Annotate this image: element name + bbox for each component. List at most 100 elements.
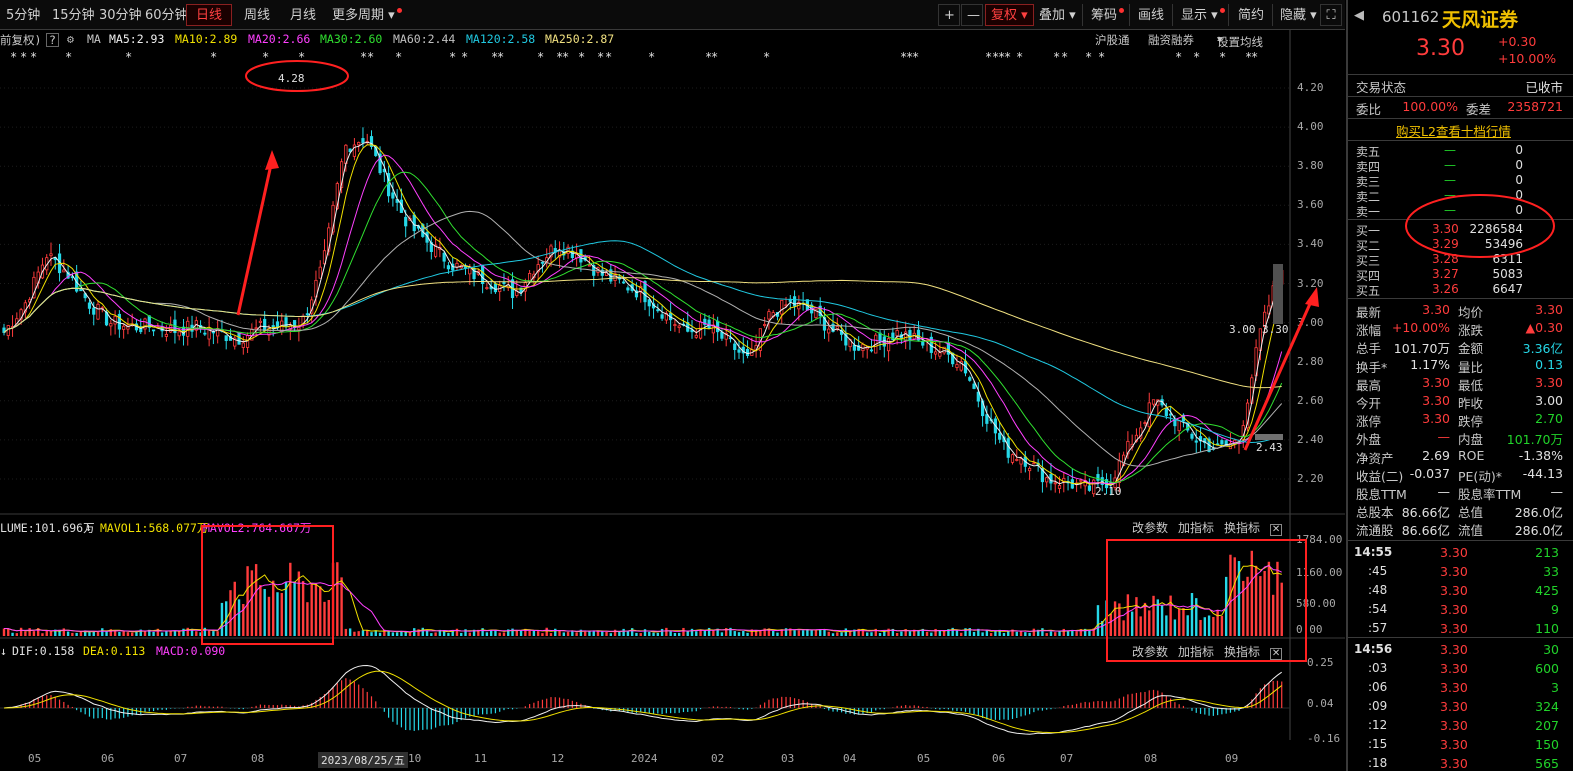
candle-body xyxy=(1134,434,1139,442)
stat-value: 3.30 xyxy=(1422,393,1450,408)
volume-bar xyxy=(1092,628,1095,636)
volume-bar xyxy=(1083,628,1087,636)
tick-price: 3.30 xyxy=(1440,583,1468,598)
macd-add-indicator-button[interactable]: 加指标 xyxy=(1178,645,1215,659)
volume-bar xyxy=(960,632,963,636)
macd-switch-indicator-button[interactable]: 换指标 xyxy=(1224,645,1261,659)
volume-bar xyxy=(293,581,296,636)
volume-bar xyxy=(246,566,249,636)
draw-line-button[interactable]: 画线 xyxy=(1138,8,1165,23)
tick-time: :54 xyxy=(1368,602,1388,616)
volume-bar xyxy=(1019,630,1023,636)
settings-gear-icon[interactable]: ⚙ xyxy=(67,32,74,46)
period-weekly-tab[interactable]: 周线 xyxy=(244,8,271,23)
volume-bar xyxy=(122,631,125,636)
candle-body xyxy=(233,337,237,347)
scroll-left-icon[interactable]: ◀ xyxy=(1354,8,1364,23)
ma-settings-link[interactable]: 设置均线 ▾ xyxy=(1217,32,1263,49)
candle-body xyxy=(177,331,181,337)
volume-bars xyxy=(2,550,1283,636)
candle-body xyxy=(703,318,707,325)
ma5-value: MA5:2.93 xyxy=(109,32,165,46)
volume-bar xyxy=(361,630,365,636)
event-marker-icon: * xyxy=(262,50,270,64)
macd-tick-label: 0.04 xyxy=(1307,697,1334,710)
zoom-in-button[interactable]: + xyxy=(938,4,960,26)
tick-time: :57 xyxy=(1368,621,1388,635)
restore-rights-menu[interactable]: 复权 ▾ xyxy=(985,4,1034,26)
scroll-thumb[interactable] xyxy=(1273,264,1283,324)
candle-body xyxy=(442,252,446,262)
event-marker-icon: * xyxy=(1245,50,1253,64)
period-30min-tab[interactable]: 30分钟 xyxy=(99,8,142,23)
volume-add-indicator-button[interactable]: 加指标 xyxy=(1178,521,1215,535)
stat-value: 86.66亿 xyxy=(1401,505,1450,521)
zoom-out-button[interactable]: — xyxy=(961,4,983,26)
volume-bar xyxy=(746,632,749,636)
tick-time: :06 xyxy=(1368,680,1388,694)
tick-volume: 3 xyxy=(1551,680,1559,695)
candle-body xyxy=(626,287,630,291)
candlestick-chart[interactable] xyxy=(0,0,1345,740)
period-15min-tab[interactable]: 15分钟 xyxy=(52,8,95,23)
help-icon[interactable]: ? xyxy=(46,33,59,47)
close-icon[interactable]: ✕ xyxy=(1270,648,1283,660)
ask-level-label: 卖四 xyxy=(1356,160,1381,174)
chips-button[interactable]: 筹码 xyxy=(1085,4,1130,26)
volume-bar xyxy=(1177,608,1181,636)
candle-body xyxy=(579,249,583,263)
margin-trading-link[interactable]: 融资融券 xyxy=(1148,33,1194,47)
candle-body xyxy=(122,325,126,330)
hk-connect-link[interactable]: 沪股通 xyxy=(1095,33,1130,47)
candle-body xyxy=(916,329,921,341)
volume-bar xyxy=(536,631,540,636)
fullscreen-icon[interactable]: ⛶ xyxy=(1320,4,1342,26)
recent-low-annotation: 2.43 xyxy=(1256,441,1283,454)
overlay-menu[interactable]: 叠加 ▾ xyxy=(1039,8,1076,23)
macd-edit-params-button[interactable]: 改参数 xyxy=(1132,645,1169,659)
period-5min-tab[interactable]: 5分钟 xyxy=(6,8,41,23)
volume-bar xyxy=(977,628,980,636)
candle-body xyxy=(882,336,886,347)
hide-menu[interactable]: 隐藏 ▾ xyxy=(1280,8,1317,23)
mavol1-value: MAVOL1:568.077万 xyxy=(100,521,209,535)
candle-body xyxy=(673,324,677,327)
candle-body xyxy=(1006,438,1010,458)
volume-bar xyxy=(498,632,501,636)
buy-l2-link[interactable]: 购买L2查看十档行情 xyxy=(1396,124,1511,139)
stat-label: 换手* xyxy=(1356,359,1388,375)
bid-volume: 2286584 xyxy=(1469,222,1523,236)
candle-body xyxy=(327,227,331,252)
macd-tick-label: 0.25 xyxy=(1307,656,1334,669)
display-menu[interactable]: 显示 ▾ xyxy=(1175,4,1231,26)
stock-code: 601162 xyxy=(1382,8,1440,26)
volume-edit-params-button[interactable]: 改参数 xyxy=(1132,521,1169,535)
candle-body xyxy=(886,338,891,352)
volume-bar xyxy=(58,630,61,636)
volume-bar xyxy=(11,632,14,636)
candle-body xyxy=(66,271,70,279)
tick-time: 14:56 xyxy=(1354,642,1393,656)
period-monthly-tab[interactable]: 月线 xyxy=(290,8,317,23)
ma120-value: MA120:2.58 xyxy=(466,32,536,46)
stat-value: — xyxy=(1437,484,1451,499)
period-60min-tab[interactable]: 60分钟 xyxy=(145,8,188,23)
period-daily-tab[interactable]: 日线 xyxy=(186,4,232,26)
more-periods-menu[interactable]: 更多周期 ▾ xyxy=(326,4,408,26)
arrow-up-icon: ↓ xyxy=(0,644,7,658)
candle-body xyxy=(1045,477,1049,483)
close-icon[interactable]: ✕ xyxy=(1270,524,1283,536)
ma10-line xyxy=(3,144,1283,486)
candle-body xyxy=(391,192,395,199)
volume-bar xyxy=(772,630,775,636)
volume-bar xyxy=(182,628,185,636)
volume-switch-indicator-button[interactable]: 换指标 xyxy=(1224,521,1261,535)
volume-bar xyxy=(682,627,685,636)
candle-body xyxy=(613,273,617,281)
candle-body xyxy=(297,326,301,331)
volume-bar xyxy=(378,632,382,636)
stat-label: 股息TTM xyxy=(1356,487,1407,502)
simple-mode-button[interactable]: 简约 xyxy=(1238,8,1265,23)
candle-body xyxy=(660,314,664,319)
ask-volume: 0 xyxy=(1515,203,1523,217)
